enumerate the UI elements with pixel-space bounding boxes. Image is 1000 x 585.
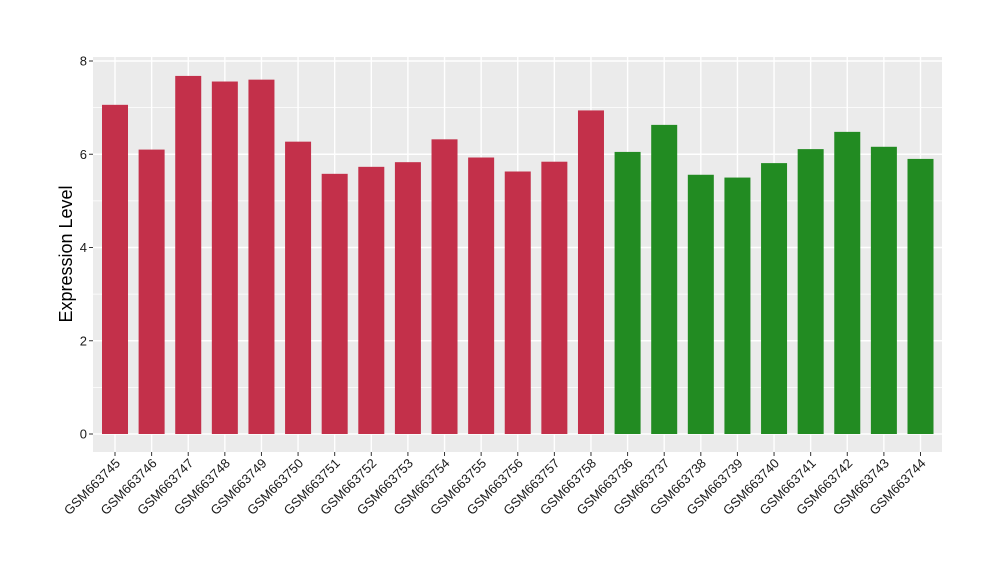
y-axis-title: Expression Level [56,185,76,322]
bar-GSM663755 [468,157,495,434]
bar-GSM663750 [285,141,312,434]
bar-GSM663756 [504,171,531,434]
y-tick-label: 8 [80,54,87,69]
bar-GSM663751 [321,173,348,434]
bar-GSM663758 [577,110,604,435]
bar-GSM663736 [614,151,641,435]
y-axis: 0 2 4 6 8 [80,54,93,442]
bar-GSM663742 [834,131,861,434]
bar-GSM663740 [761,163,788,435]
bar-GSM663754 [431,139,458,434]
bar-GSM663747 [175,75,202,435]
bars [102,75,934,435]
bar-GSM663737 [651,124,678,434]
y-tick-label: 4 [80,240,87,255]
bar-GSM663752 [358,166,385,434]
y-tick-label: 6 [80,147,87,162]
x-axis: GSM663745GSM663746GSM663747GSM663748GSM6… [61,452,929,518]
bar-GSM663753 [394,162,421,434]
bar-GSM663757 [541,161,568,434]
bar-GSM663738 [687,174,714,434]
bar-GSM663745 [102,104,128,434]
bar-GSM663739 [724,177,751,434]
bar-GSM663743 [870,146,897,435]
bar-GSM663744 [907,158,934,434]
bar-GSM663746 [138,149,165,434]
y-tick-label: 2 [80,333,87,348]
bar-GSM663749 [248,79,275,435]
bar-GSM663748 [211,81,238,435]
y-tick-label: 0 [80,427,87,442]
bar-GSM663741 [797,149,824,434]
